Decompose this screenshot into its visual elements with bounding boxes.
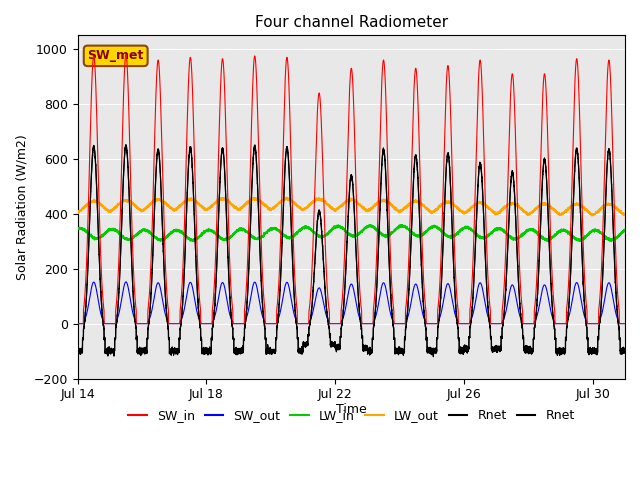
- Text: SW_met: SW_met: [88, 49, 144, 62]
- Title: Four channel Radiometer: Four channel Radiometer: [255, 15, 448, 30]
- Y-axis label: Solar Radiation (W/m2): Solar Radiation (W/m2): [15, 134, 28, 280]
- Legend: SW_in, SW_out, LW_in, LW_out, Rnet, Rnet: SW_in, SW_out, LW_in, LW_out, Rnet, Rnet: [123, 404, 580, 427]
- X-axis label: Time: Time: [336, 403, 367, 416]
